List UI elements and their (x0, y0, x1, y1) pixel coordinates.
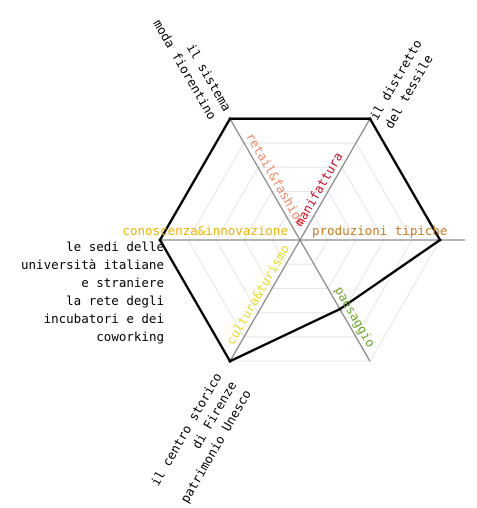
annotation-line: e straniere (81, 275, 164, 290)
radar-point (368, 117, 372, 121)
axis-label: produzioni tipiche (312, 223, 447, 238)
radar-point (228, 359, 232, 363)
axis-label: manifattura (291, 149, 345, 228)
annotation-line: università italiane (21, 257, 164, 272)
annotation-line: le sedi delle (66, 239, 164, 254)
radar-point (228, 117, 232, 121)
annotation-line: coworking (96, 329, 164, 344)
annotation-line: la rete degli (66, 293, 164, 308)
annotation-line: incubatori e dei (44, 311, 164, 326)
axis-line (229, 239, 301, 362)
axis-label: cultura&turismo (223, 242, 292, 347)
radar-point (438, 238, 442, 242)
axis-line (299, 239, 371, 362)
radar-point (338, 307, 342, 311)
axis-label: paesaggio (332, 283, 379, 349)
radar-point (158, 238, 162, 242)
axis-line (229, 118, 301, 241)
annotation: le sedi delle università italiane e strani… (21, 239, 164, 344)
axis-line (299, 118, 371, 241)
axis-label: conoscenza&innovazione (122, 223, 288, 238)
